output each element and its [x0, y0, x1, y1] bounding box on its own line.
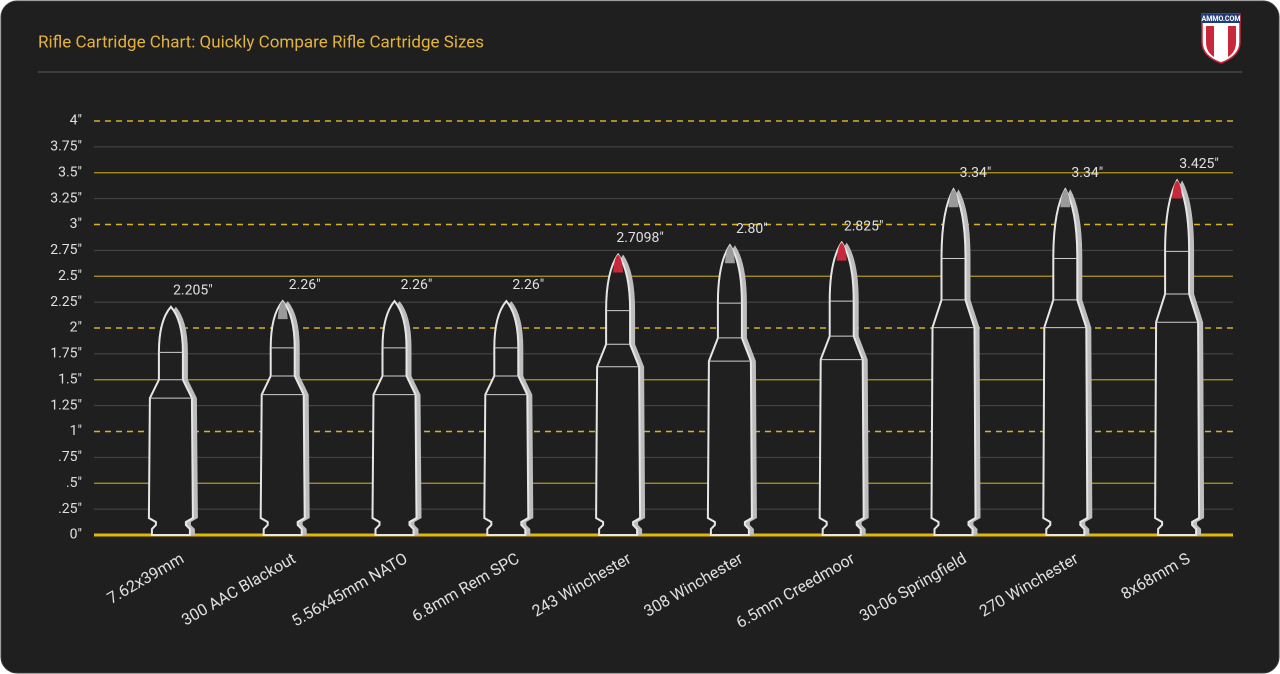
y-tick-label: 4": [70, 113, 82, 129]
cartridge: [371, 299, 422, 536]
value-label: 2.205": [173, 282, 213, 298]
value-label: 2.7098": [616, 230, 664, 246]
y-tick-label: 0": [70, 527, 82, 543]
cartridge-body: [483, 299, 530, 536]
cartridge: [818, 240, 869, 536]
value-label: 3.34": [960, 165, 992, 181]
value-label: 2.825": [844, 218, 884, 234]
logo-band: [1202, 14, 1240, 23]
y-tick-label: 1.25": [50, 397, 82, 413]
logo-stripes: [1206, 26, 1236, 57]
y-tick-label: 2": [70, 320, 82, 336]
cartridge-tip: [1172, 180, 1183, 199]
y-tick-label: .5": [66, 475, 82, 491]
cartridge-tip: [613, 254, 624, 273]
y-tick-label: 1": [70, 423, 82, 439]
y-tick-label: 3.5": [58, 164, 82, 180]
cartridge: [930, 187, 981, 536]
cartridge: [483, 299, 534, 536]
y-tick-label: 2.25": [50, 294, 82, 310]
cartridge: [147, 305, 198, 536]
value-label: 2.26": [289, 277, 321, 293]
y-tick-label: 3.75": [50, 139, 82, 155]
logo: AMMO.COM: [1201, 13, 1241, 64]
cartridge-tip: [1060, 189, 1071, 208]
cartridge: [1042, 187, 1093, 536]
value-label: 2.26": [512, 277, 544, 293]
y-tick-label: 3": [70, 216, 82, 232]
cartridge-tip: [277, 301, 288, 320]
chart-title: Rifle Cartridge Chart: Quickly Compare R…: [38, 32, 484, 52]
y-tick-label: 3.25": [50, 190, 82, 206]
cartridge: [595, 252, 646, 536]
cartridge: [706, 243, 757, 536]
y-tick-label: 2.5": [58, 268, 82, 284]
y-tick-label: .75": [58, 449, 82, 465]
cartridge-tip: [724, 245, 735, 264]
y-tick-label: .25": [58, 501, 82, 517]
value-label: 3.425": [1179, 156, 1219, 172]
cartridge: [259, 299, 310, 536]
y-tick-label: 1.5": [58, 371, 82, 387]
logo-text: AMMO.COM: [1202, 15, 1241, 23]
y-tick-label: 2.75": [50, 242, 82, 258]
cartridge: [1154, 178, 1205, 536]
cartridge-body: [147, 305, 194, 536]
cartridge-tip: [836, 242, 847, 261]
cartridge-tip: [948, 189, 959, 208]
value-label: 3.34": [1071, 165, 1103, 181]
y-tick-label: 1.75": [50, 346, 82, 362]
value-label: 2.26": [401, 277, 433, 293]
value-label: 2.80": [736, 221, 768, 237]
cartridge-body: [371, 299, 418, 536]
